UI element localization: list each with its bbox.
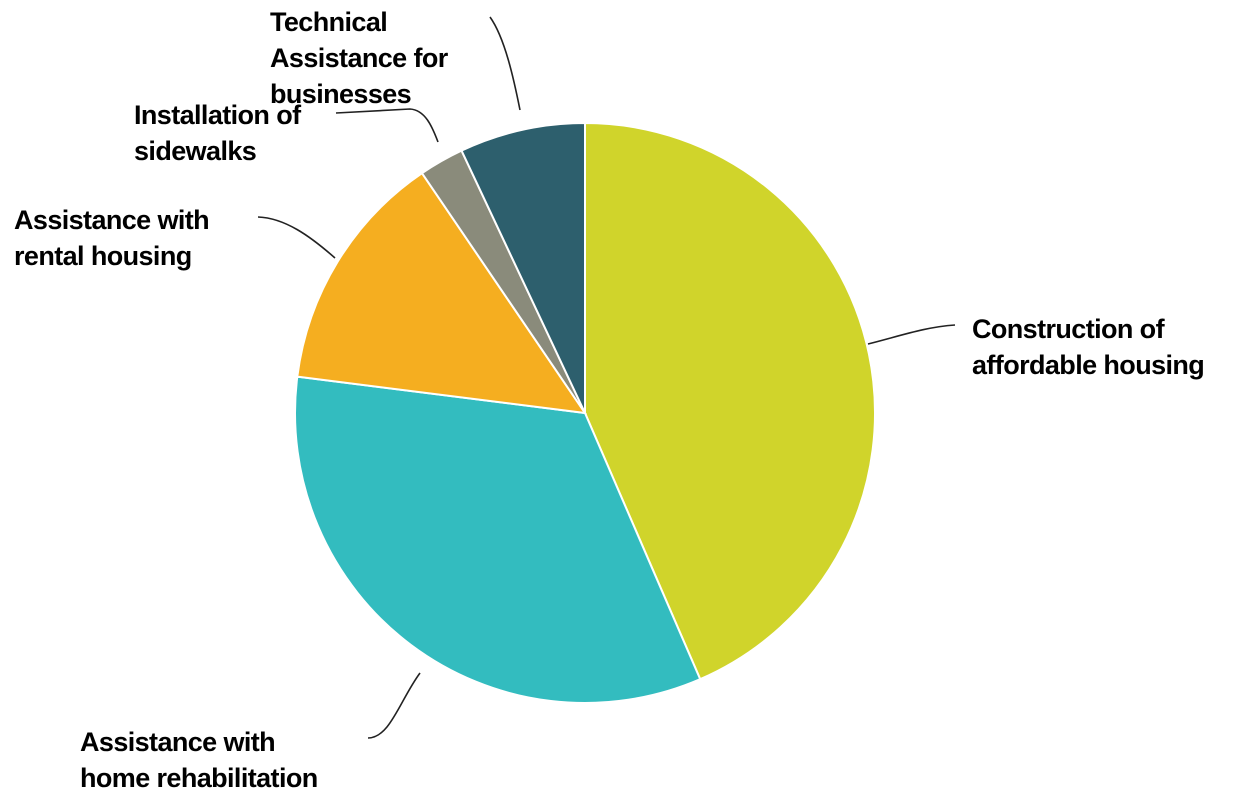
slice-label-installation-of-sidewalks: Installation of sidewalks <box>134 100 302 166</box>
slice-label-line: Installation of <box>134 100 302 130</box>
slice-label-line: rental housing <box>14 241 192 271</box>
leader-line-construction-of-affordable-housing <box>867 324 956 345</box>
slice-construction-of-affordable-housing <box>584 121 876 681</box>
slice-label-line: Assistance with <box>80 727 275 757</box>
slice-assistance-with-rental-housing <box>296 171 588 415</box>
slice-label-assistance-with-home-rehabilitation: Assistance with home rehabilitation <box>80 727 318 792</box>
slice-label-line: Technical <box>270 7 387 37</box>
leader-line-installation-of-sidewalks <box>335 108 439 143</box>
pie-slices <box>294 121 876 704</box>
leader-line-assistance-with-rental-housing <box>257 216 336 259</box>
slice-label-technical-assistance-for-businesses: Technical Assistance for businesses <box>270 7 449 109</box>
slice-label-line: Construction of <box>972 314 1166 344</box>
slice-label-line: businesses <box>270 79 411 109</box>
slice-label-assistance-with-rental-housing: Assistance with rental housing <box>14 205 209 271</box>
slice-label-line: sidewalks <box>134 136 256 166</box>
slice-label-construction-of-affordable-housing: Construction of affordable housing <box>972 314 1204 380</box>
slice-label-line: Assistance with <box>14 205 209 235</box>
slice-label-line: home rehabilitation <box>80 763 318 792</box>
leader-line-assistance-with-home-rehabilitation <box>367 672 421 739</box>
slice-label-line: affordable housing <box>972 350 1204 380</box>
slice-labels: Construction of affordable housing Assista… <box>14 7 1205 792</box>
slice-technical-assistance-for-businesses <box>460 121 586 414</box>
slice-label-line: Assistance for <box>270 43 449 73</box>
leader-lines <box>257 16 956 739</box>
slice-assistance-with-home-rehabilitation <box>294 375 702 704</box>
leader-line-technical-assistance-for-businesses <box>489 16 521 111</box>
